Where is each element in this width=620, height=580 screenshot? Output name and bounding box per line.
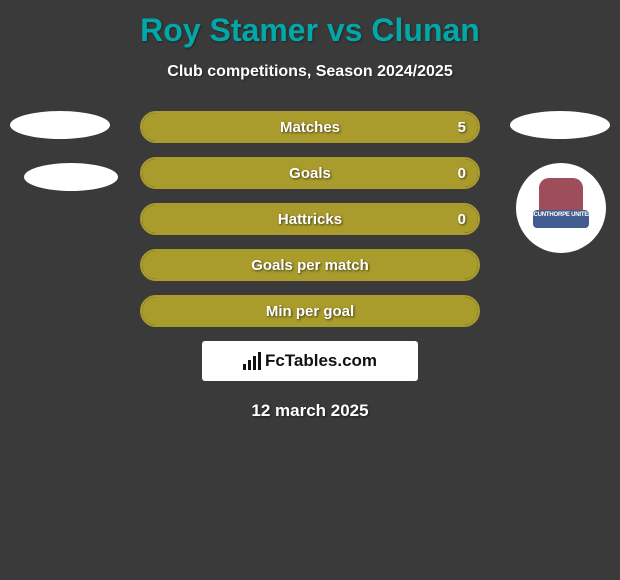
brand-text: FcTables.com	[265, 351, 377, 371]
chart-icon	[243, 352, 261, 370]
left-player-badge-2	[24, 163, 118, 191]
right-player-badge-1	[510, 111, 610, 139]
bar-label: Goals per match	[251, 257, 369, 274]
date-label: 12 march 2025	[0, 401, 620, 421]
stat-bar-min-per-goal: Min per goal	[140, 295, 480, 327]
subtitle: Club competitions, Season 2024/2025	[0, 63, 620, 81]
bar-value-right: 0	[458, 165, 466, 182]
stat-bar-goals: Goals 0	[140, 157, 480, 189]
comparison-content: SCUNTHORPE UNITED Matches 5 Goals 0 Hatt…	[0, 111, 620, 421]
bar-value-right: 5	[458, 119, 466, 136]
club-crest-icon: SCUNTHORPE UNITED	[529, 176, 593, 240]
right-club-badge: SCUNTHORPE UNITED	[516, 163, 606, 253]
branding-box: FcTables.com	[202, 341, 418, 381]
bar-label: Min per goal	[266, 303, 354, 320]
bar-label: Goals	[289, 165, 331, 182]
stat-bar-goals-per-match: Goals per match	[140, 249, 480, 281]
bar-label: Hattricks	[278, 211, 342, 228]
left-player-badge-1	[10, 111, 110, 139]
stat-bar-hattricks: Hattricks 0	[140, 203, 480, 235]
stat-bars: Matches 5 Goals 0 Hattricks 0 Goals per …	[140, 111, 480, 327]
page-title: Roy Stamer vs Clunan	[0, 0, 620, 49]
stat-bar-matches: Matches 5	[140, 111, 480, 143]
bar-value-right: 0	[458, 211, 466, 228]
bar-label: Matches	[280, 119, 340, 136]
